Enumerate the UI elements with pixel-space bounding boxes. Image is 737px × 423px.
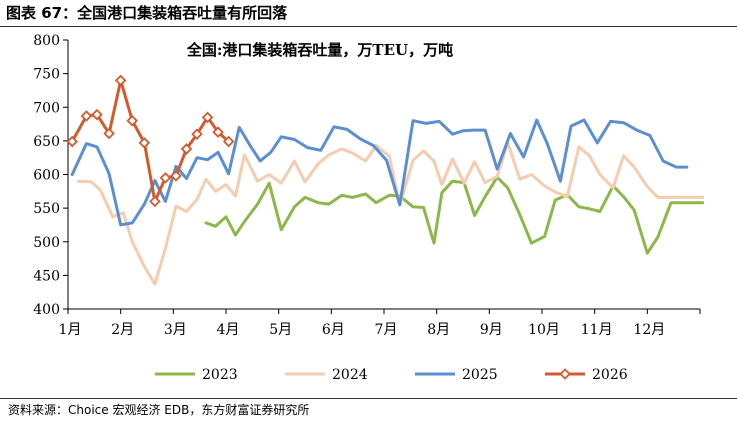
data-point-2026 [201,111,214,124]
y-tick-label: 800 [33,33,60,49]
data-point-2026 [159,172,172,184]
y-tick-label: 650 [33,134,60,150]
x-tick-label: 8月 [427,322,450,338]
x-tick-label: 5月 [269,322,292,338]
data-point-2026 [114,74,127,87]
x-tick-label: 6月 [322,322,345,338]
x-tick-label: 10月 [528,322,560,338]
data-point-2026 [138,137,151,149]
chart-axes [63,39,701,314]
y-tick-label: 700 [33,100,60,116]
data-point-2026 [170,170,182,182]
chart-legend: 2023 2024 2025 2026 [155,367,628,383]
bottom-rule [0,398,737,399]
legend-label-2025: 2025 [462,367,498,383]
data-point-2026 [149,195,161,208]
y-tick-label: 750 [33,67,60,83]
x-tick-label: 3月 [164,322,187,338]
series-line-2023 [204,175,705,255]
data-point-2026 [91,108,103,121]
y-tick-label: 450 [33,268,60,284]
figure-title: 图表 67：全国港口集装箱吞吐量有所回落 [6,4,288,22]
y-tick-label: 400 [33,302,60,318]
series-line-2024 [77,141,705,286]
data-point-2026 [180,143,193,155]
x-tick-label: 9月 [480,322,503,338]
data-point-2026 [222,135,235,148]
data-point-2026 [80,110,93,122]
chart-title: 全国:港口集装箱吞吐量，万TEU，万吨 [186,41,453,59]
top-rule [0,26,737,27]
source-note: 资料来源：Choice 宏观经济 EDB，东方财富证券研究所 [8,403,310,417]
x-tick-label: 2月 [111,322,134,338]
legend-label-2024: 2024 [332,367,368,383]
line-chart: 400 450 500 550 600 650 700 750 800 1月 2月 3月 4月 5月 6月 7… [33,33,705,383]
x-tick-label: 12月 [633,322,665,338]
data-point-2026 [212,126,224,138]
y-tick-label: 600 [33,168,60,184]
x-tick-label: 1月 [59,322,82,338]
legend-label-2023: 2023 [202,367,238,383]
data-point-2026 [66,135,78,148]
series-line-2025 [70,118,689,227]
legend-label-2026: 2026 [592,367,628,383]
data-point-2026 [126,114,139,127]
data-point-2026 [103,127,115,140]
x-tick-label: 4月 [217,322,240,338]
y-tick-label: 550 [33,201,60,217]
chart-labels: 400 450 500 550 600 650 700 750 800 1月 2月 3月 4月 5月 6月 7… [33,33,665,338]
y-tick-label: 500 [33,235,60,251]
x-tick-label: 11月 [581,322,613,338]
legend-marker-2026 [559,368,571,380]
data-point-2026 [191,128,203,140]
x-tick-label: 7月 [375,322,398,338]
chart-series [66,74,705,286]
